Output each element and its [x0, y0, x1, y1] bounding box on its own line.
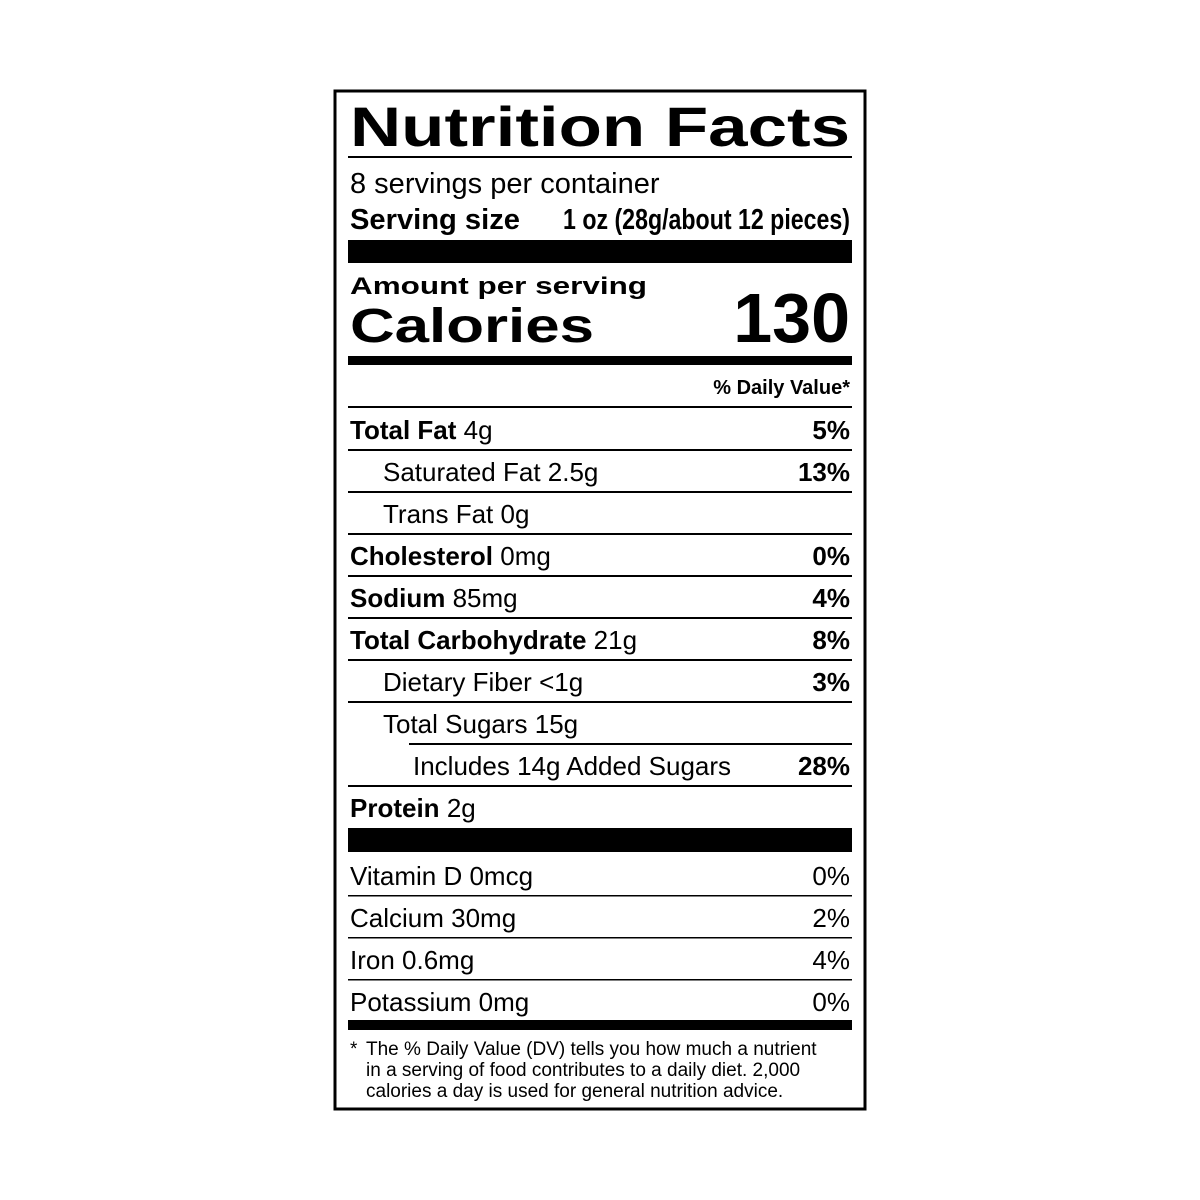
footnote-mark: * — [350, 1039, 358, 1060]
rule — [348, 449, 852, 451]
rule — [348, 491, 852, 493]
nutrient-name: Cholesterol — [350, 541, 493, 571]
nutrient-amount: <1g — [539, 667, 583, 697]
nutrient-row: Cholesterol 0mg — [350, 541, 551, 571]
nutrient-dv: 13% — [798, 457, 850, 487]
nutrient-amount: 85mg — [453, 583, 518, 613]
nutrient-name: Protein — [350, 793, 440, 823]
vitamin-dv: 4% — [812, 945, 850, 975]
rule — [348, 937, 852, 939]
nutrient-row: Sodium 85mg — [350, 583, 518, 613]
serving-size-label: Serving size — [350, 204, 520, 236]
nutrient-row: Saturated Fat 2.5g — [383, 457, 598, 487]
nutrient-name: Saturated Fat — [383, 457, 541, 487]
medium-bar — [348, 356, 852, 365]
nutrient-row: Total Carbohydrate 21g — [350, 625, 637, 655]
nutrient-dv: 3% — [812, 667, 850, 697]
calories-label: Calories — [350, 300, 594, 353]
nutrient-row: Includes 14g Added Sugars — [413, 751, 731, 781]
nutrient-dv: 28% — [798, 751, 850, 781]
vitamin-dv: 0% — [812, 861, 850, 891]
serving-size-value: 1 oz (28g/about 12 pieces) — [563, 204, 850, 236]
vitamin-dv: 2% — [812, 903, 850, 933]
medium-bar — [348, 1020, 852, 1030]
nutrient-name: Total Fat — [350, 415, 457, 445]
rule — [348, 659, 852, 661]
rule — [348, 895, 852, 897]
vitamin-name: Calcium 30mg — [350, 903, 516, 933]
nutrient-amount: 0mg — [500, 541, 551, 571]
rule — [348, 785, 852, 787]
thick-bar — [348, 828, 852, 852]
nutrient-name: Includes 14g Added Sugars — [413, 751, 731, 781]
nutrient-name: Total Carbohydrate — [350, 625, 586, 655]
nutrient-amount: 2g — [447, 793, 476, 823]
nutrient-name: Trans Fat — [383, 499, 494, 529]
nutrient-amount: 15g — [535, 709, 578, 739]
calories-value: 130 — [733, 279, 850, 357]
vitamin-dv: 0% — [812, 987, 850, 1017]
daily-value-header: % Daily Value* — [713, 377, 850, 399]
nutrient-row: Trans Fat 0g — [383, 499, 529, 529]
nutrient-dv: 4% — [812, 583, 850, 613]
rule — [348, 575, 852, 577]
vitamin-name: Vitamin D 0mcg — [350, 861, 533, 891]
nutrient-amount: 4g — [464, 415, 493, 445]
nutrient-amount: 0g — [501, 499, 530, 529]
nutrient-name: Sodium — [350, 583, 445, 613]
rule — [348, 701, 852, 703]
rule — [409, 743, 852, 745]
nutrient-name: Dietary Fiber — [383, 667, 532, 697]
rule — [348, 533, 852, 535]
footnote-line: in a serving of food contributes to a da… — [366, 1060, 800, 1081]
rule — [348, 156, 852, 158]
vitamin-name: Potassium 0mg — [350, 987, 529, 1017]
nutrient-amount: 21g — [594, 625, 637, 655]
nutrient-dv: 0% — [812, 541, 850, 571]
nutrient-dv: 8% — [812, 625, 850, 655]
label-border — [333, 89, 867, 1111]
footnote-line: calories a day is used for general nutri… — [366, 1081, 783, 1102]
thick-bar — [348, 240, 852, 263]
rule — [348, 406, 852, 408]
nutrient-dv: 5% — [812, 415, 850, 445]
vitamin-name: Iron 0.6mg — [350, 945, 474, 975]
nutrient-row: Total Fat 4g — [350, 415, 493, 445]
nutrient-amount: 2.5g — [548, 457, 599, 487]
footnote-line: The % Daily Value (DV) tells you how muc… — [366, 1039, 817, 1060]
nutrient-row: Dietary Fiber <1g — [383, 667, 583, 697]
title: Nutrition Facts — [350, 95, 850, 158]
servings: 8 servings per container — [350, 168, 660, 200]
amount-per-serving: Amount per serving — [350, 273, 647, 300]
nutrient-row: Total Sugars 15g — [383, 709, 578, 739]
rule — [348, 617, 852, 619]
rule — [348, 979, 852, 981]
nutrient-name: Total Sugars — [383, 709, 528, 739]
nutrient-row: Protein 2g — [350, 793, 476, 823]
